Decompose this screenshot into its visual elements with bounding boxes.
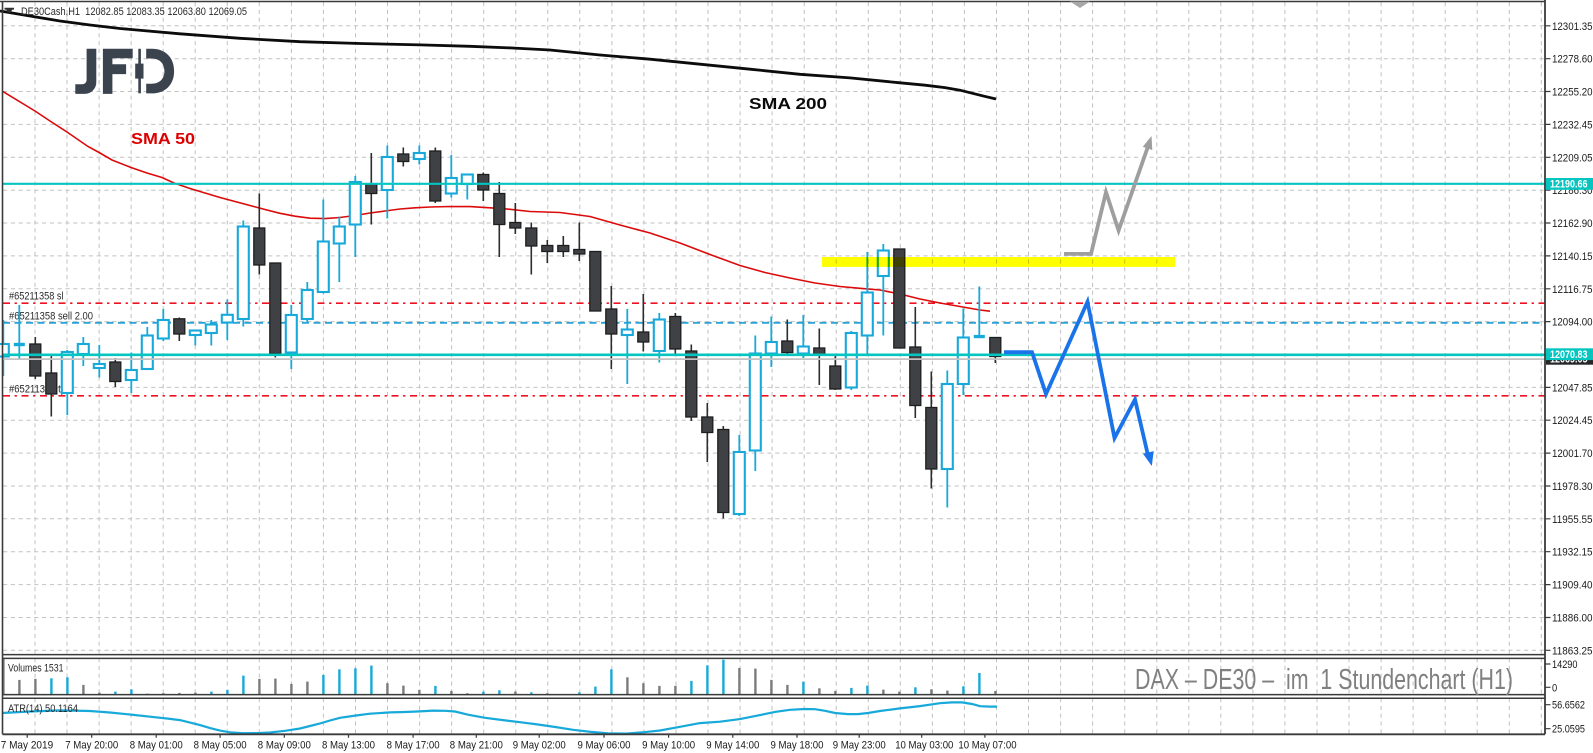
svg-text:SMA 200: SMA 200 [749,96,827,113]
svg-text:12278.60: 12278.60 [1552,54,1593,66]
svg-text:0: 0 [1552,682,1557,694]
svg-text:25.0595: 25.0595 [1552,724,1585,736]
svg-text:12024.45: 12024.45 [1552,415,1593,427]
svg-text:Volumes 1531: Volumes 1531 [8,663,64,675]
svg-text:7 May 2019: 7 May 2019 [1,740,54,752]
svg-text:8 May 01:00: 8 May 01:00 [130,740,183,752]
svg-text:SMA 50: SMA 50 [131,131,195,148]
svg-text:11863.25: 11863.25 [1552,645,1593,657]
svg-text:10 May 03:00: 10 May 03:00 [895,740,953,752]
svg-text:8 May 09:00: 8 May 09:00 [258,740,311,752]
svg-text:ATR(14) 50.1164: ATR(14) 50.1164 [8,703,78,715]
svg-text:DE30Cash,H1 12082.85 12083.35: DE30Cash,H1 12082.85 12083.35 12063.80 1… [21,6,247,18]
svg-text:12140.15: 12140.15 [1552,251,1593,263]
svg-text:14290: 14290 [1552,659,1578,671]
svg-text:12162.90: 12162.90 [1552,218,1593,230]
svg-text:8 May 13:00: 8 May 13:00 [322,740,375,752]
svg-text:12255.20: 12255.20 [1552,87,1593,99]
svg-text:10 May 07:00: 10 May 07:00 [958,740,1016,752]
svg-text:11886.00: 11886.00 [1552,613,1593,625]
svg-text:11932.15: 11932.15 [1552,547,1593,559]
svg-text:56.6562: 56.6562 [1552,700,1585,712]
svg-text:9 May 02:00: 9 May 02:00 [513,740,566,752]
svg-text:12301.35: 12301.35 [1552,21,1593,33]
svg-text:8 May 17:00: 8 May 17:00 [387,740,440,752]
svg-text:#65211358 sl: #65211358 sl [9,291,64,303]
svg-text:12232.45: 12232.45 [1552,119,1593,131]
svg-text:9 May 06:00: 9 May 06:00 [578,740,631,752]
svg-text:#65211358 sell 2.00: #65211358 sell 2.00 [9,310,93,322]
svg-text:12094.00: 12094.00 [1552,317,1593,329]
svg-text:12116.75: 12116.75 [1552,284,1593,296]
svg-text:11978.30: 11978.30 [1552,481,1593,493]
svg-text:11909.40: 11909.40 [1552,580,1593,592]
svg-text:12047.85: 12047.85 [1552,382,1593,394]
svg-text:9 May 18:00: 9 May 18:00 [771,740,824,752]
svg-text:9 May 10:00: 9 May 10:00 [642,740,695,752]
svg-text:8 May 21:00: 8 May 21:00 [450,740,503,752]
svg-text:12209.05: 12209.05 [1552,152,1593,164]
svg-text:7 May 20:00: 7 May 20:00 [65,740,118,752]
svg-text:12070.83: 12070.83 [1550,349,1588,361]
svg-text:#65211358 tp: #65211358 tp [9,384,66,396]
svg-text:12001.70: 12001.70 [1552,448,1593,460]
svg-text:11955.55: 11955.55 [1552,514,1593,526]
svg-text:9 May 23:00: 9 May 23:00 [833,740,886,752]
svg-text:9 May 14:00: 9 May 14:00 [706,740,759,752]
svg-text:8 May 05:00: 8 May 05:00 [194,740,247,752]
svg-text:12190.66: 12190.66 [1550,179,1588,191]
svg-text:DAX – DE30 – im 1 Stundencha: DAX – DE30 – im 1 Stundenchart (H1) [1135,664,1513,696]
